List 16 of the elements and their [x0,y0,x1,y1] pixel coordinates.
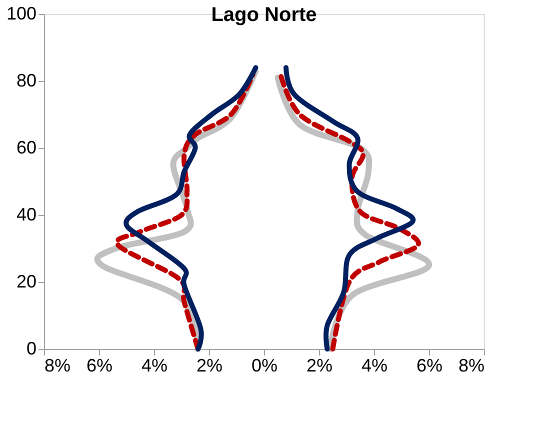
y-tick-label: 20 [16,272,36,292]
y-tick-label: 40 [16,204,36,224]
y-tick-label: 100 [6,4,36,24]
x-tick-label: 8% [458,356,484,376]
x-tick-label: 6% [86,356,113,376]
chart-title: Lago Norte [211,4,317,26]
x-tick-label: 4% [361,356,388,376]
x-tick-label: 6% [416,356,443,376]
x-tick-label: 2% [196,356,223,376]
y-tick-label: 80 [16,70,36,90]
x-tick-label: 8% [44,356,71,376]
y-tick-label: 0 [26,338,36,358]
x-tick-label: 0% [251,356,278,376]
x-tick-label: 2% [306,356,333,376]
x-tick-label: 4% [141,356,168,376]
y-tick-label: 60 [16,138,36,158]
